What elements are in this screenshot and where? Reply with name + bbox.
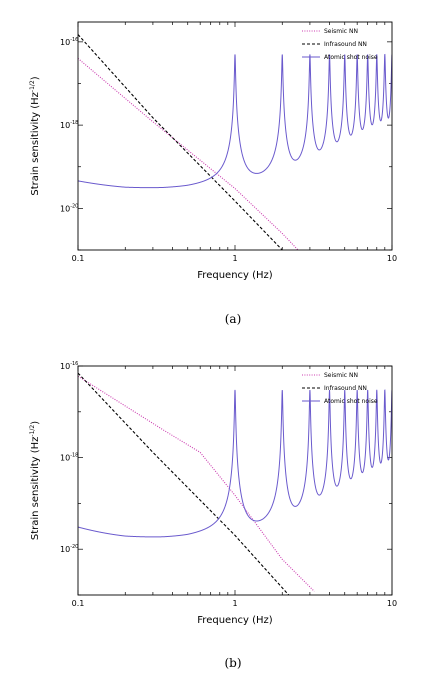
y-tick-label: 10-16 — [60, 37, 78, 47]
series-line-atomic-shot-noise — [78, 53, 392, 189]
x-axis-label: Frequency (Hz) — [197, 270, 273, 281]
y-tick-base: 10 — [60, 204, 70, 213]
y-tick-exponent: -16 — [70, 361, 78, 367]
y-tick-label: 10-20 — [60, 203, 78, 213]
x-tick-label: 1 — [232, 599, 237, 608]
y-tick-exponent: -16 — [70, 37, 78, 43]
series-line-seismic-nn — [78, 58, 299, 250]
x-tick-label: 1 — [232, 254, 237, 263]
figure-caption: (a) — [225, 312, 242, 326]
y-tick-exponent: -18 — [70, 120, 78, 126]
x-axis-label: Frequency (Hz) — [197, 615, 273, 626]
y-tick-exponent: -20 — [70, 203, 78, 209]
y-tick-base: 10 — [60, 362, 70, 371]
legend-label: Seismic NN — [324, 28, 358, 35]
legend-label: Infrasound NN — [324, 41, 367, 48]
legend-label: Atomic shot noise — [324, 398, 378, 405]
plot-area — [78, 372, 392, 595]
x-tick-label: 0.1 — [72, 599, 85, 608]
plot-frame — [77, 21, 393, 251]
y-tick-label: 10-18 — [60, 120, 78, 130]
y-axis-label-text: Strain sensitivity (Hz — [30, 437, 41, 541]
y-axis-label-exponent: -1/2 — [29, 425, 36, 437]
y-axis-label-close: ) — [30, 421, 41, 425]
series-line-atomic-shot-noise — [78, 389, 392, 538]
y-tick-label: 10-18 — [60, 453, 78, 463]
y-axis-label: Strain sensitivity (Hz-1/2) — [29, 76, 41, 195]
y-tick-label: 10-20 — [60, 544, 78, 554]
legend-label: Atomic shot noise — [324, 54, 378, 61]
y-tick-base: 10 — [60, 545, 70, 554]
x-tick-label: 0.1 — [72, 254, 85, 263]
y-tick-base: 10 — [60, 38, 70, 47]
figure-caption: (b) — [224, 656, 241, 670]
x-tick-label: 10 — [387, 599, 397, 608]
y-tick-base: 10 — [60, 121, 70, 130]
y-tick-base: 10 — [60, 454, 70, 463]
y-tick-exponent: -18 — [70, 453, 78, 459]
plot-area — [78, 34, 392, 250]
plot-frame — [77, 365, 393, 596]
series-line-infrasound-nn — [78, 372, 290, 595]
y-tick-exponent: -20 — [70, 544, 78, 550]
y-axis-label: Strain sensitivity (Hz-1/2) — [29, 421, 41, 540]
y-tick-label: 10-16 — [60, 361, 78, 371]
y-axis-label-exponent: -1/2 — [29, 80, 36, 92]
legend-label: Seismic NN — [324, 372, 358, 379]
series-line-seismic-nn — [78, 375, 315, 592]
y-axis-label-close: ) — [30, 76, 41, 80]
series-line-infrasound-nn — [78, 34, 283, 250]
legend-label: Infrasound NN — [324, 385, 367, 392]
x-tick-label: 10 — [387, 254, 397, 263]
y-axis-label-text: Strain sensitivity (Hz — [30, 92, 41, 196]
